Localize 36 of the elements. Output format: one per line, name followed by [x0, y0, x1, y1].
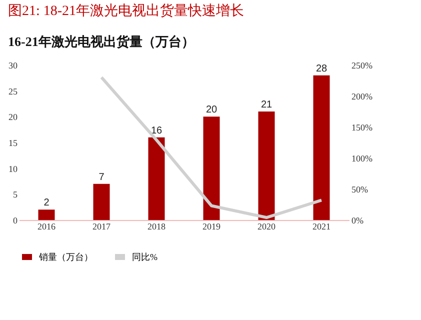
x-tick-label: 2019: [202, 222, 221, 232]
chart-subtitle: 16-21年激光电视出货量（万台）: [8, 34, 194, 49]
bar: [313, 75, 330, 220]
chart-title: 图21: 18-21年激光电视出货量快速增长: [8, 3, 244, 19]
x-tick-label: 2021: [312, 222, 330, 232]
bar: [148, 137, 165, 220]
y-tick-label: 5: [13, 190, 18, 200]
legend-label: 销量（万台）: [38, 252, 93, 262]
x-tick-label: 2020: [258, 222, 276, 232]
y2-tick-label: 100%: [352, 154, 373, 164]
y2-tick-label: 0%: [352, 216, 364, 226]
y2-tick-label: 50%: [352, 184, 368, 194]
bar: [93, 184, 110, 220]
data-label: 28: [316, 63, 328, 74]
bar: [203, 116, 220, 220]
y2-tick-label: 200%: [352, 92, 373, 102]
data-label: 16: [150, 125, 162, 136]
y-tick-label: 10: [8, 164, 18, 174]
line-series: [100, 76, 323, 220]
data-label: 7: [98, 172, 105, 183]
x-tick-label: 2016: [38, 222, 56, 232]
bar: [38, 210, 55, 220]
y-tick-label: 30: [8, 60, 18, 70]
y2-tick-label: 250%: [352, 60, 373, 70]
y-tick-label: 15: [8, 138, 18, 148]
y-tick-label: 0: [13, 216, 18, 226]
y-tick-label: 20: [8, 112, 18, 122]
y-tick-label: 25: [8, 86, 18, 96]
data-label: 20: [206, 104, 218, 116]
y2-tick-label: 150%: [352, 122, 373, 132]
data-label: 2: [44, 198, 50, 209]
data-label: 21: [260, 100, 272, 110]
x-tick-label: 2018: [148, 222, 166, 232]
bar: [258, 112, 275, 220]
x-tick-label: 2017: [92, 222, 111, 232]
legend-label: 同比%: [132, 252, 158, 262]
